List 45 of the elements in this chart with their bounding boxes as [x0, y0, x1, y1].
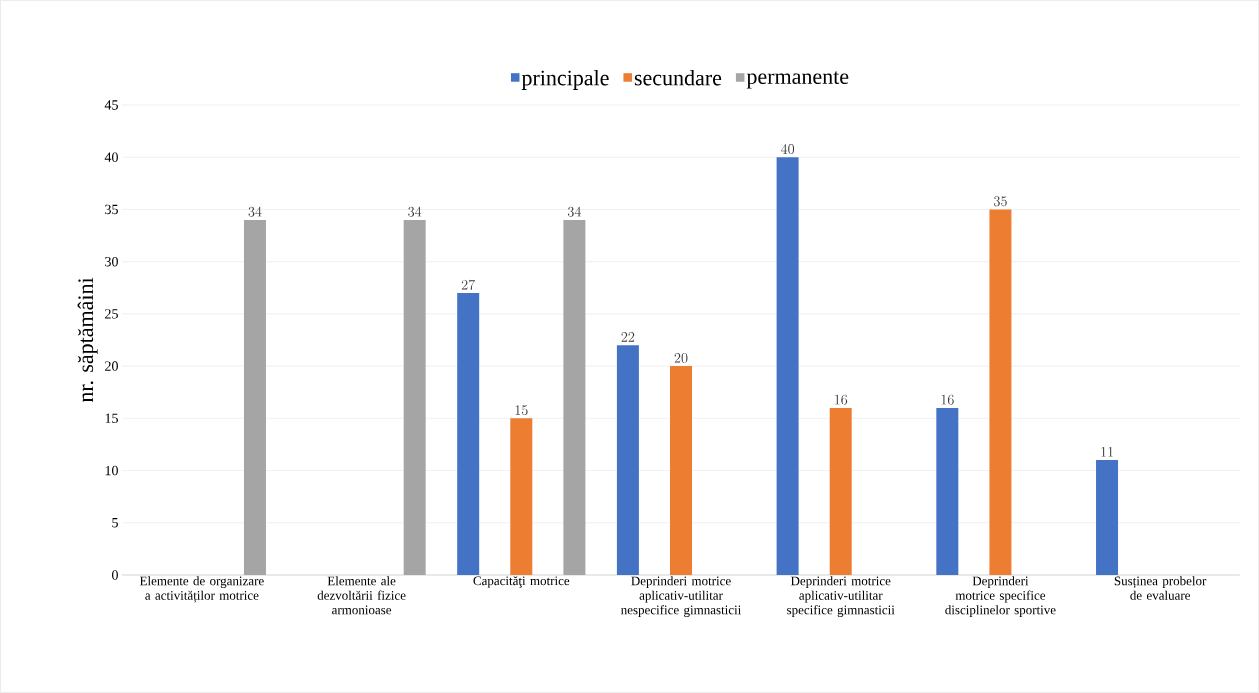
data-label: 16 — [834, 394, 848, 405]
data-label: 16 — [941, 394, 954, 405]
y-tick-label: 15 — [105, 413, 118, 424]
bar — [510, 418, 533, 575]
y-tick-label: 20 — [105, 361, 118, 371]
bar — [670, 366, 692, 575]
data-label: 20 — [674, 353, 688, 363]
data-label: 22 — [621, 332, 635, 342]
y-tick-label: 35 — [105, 204, 118, 215]
bar — [616, 345, 639, 575]
legend-label: permanente — [746, 71, 849, 89]
bar — [243, 219, 266, 575]
x-tick-label: Elemente de organizare a activităților motrice — [139, 576, 264, 603]
bar — [457, 292, 480, 575]
data-label: 27 — [461, 279, 476, 290]
x-tick-label: Deprinderi motrice aplicativ-utilitar nespecifice gimnasticii — [621, 576, 742, 618]
y-tick-label: 25 — [105, 309, 118, 319]
data-label: 35 — [993, 196, 1007, 207]
bar — [1096, 460, 1119, 575]
y-tick-label: 30 — [105, 256, 118, 267]
x-tick-label: Elemente ale dezvoltării fizice armonioase — [317, 576, 406, 615]
legend-label: principale — [521, 69, 609, 90]
bar — [989, 209, 1012, 575]
y-tick-label: 0 — [112, 570, 118, 580]
data-label: 34 — [408, 206, 422, 217]
bar — [829, 407, 852, 575]
data-label: 34 — [248, 206, 262, 217]
y-tick-label: 5 — [112, 518, 118, 528]
x-tick-label: Susținea probelor de evaluare — [1114, 576, 1207, 600]
bar — [403, 219, 426, 575]
data-label: 11 — [1101, 447, 1113, 457]
bar — [563, 219, 586, 575]
data-label: 15 — [515, 405, 528, 416]
y-tick-label: 40 — [104, 152, 118, 162]
x-tick-label: Capacităţi motrice — [473, 576, 570, 588]
data-label: 40 — [780, 143, 795, 154]
bar — [936, 407, 959, 575]
bar — [776, 157, 799, 575]
x-tick-label: Deprinderi motrice specifice disciplinelor sportive — [945, 576, 1056, 617]
y-axis-title: nr. săptămâini — [77, 277, 98, 403]
y-tick-label: 10 — [105, 465, 118, 476]
x-tick-label: Deprinderi motrice aplicativ-utilitar specifice gimnasticii — [787, 576, 895, 618]
y-tick-label: 45 — [104, 100, 118, 110]
data-label: 34 — [567, 206, 582, 217]
legend-label: secundare — [634, 69, 722, 86]
